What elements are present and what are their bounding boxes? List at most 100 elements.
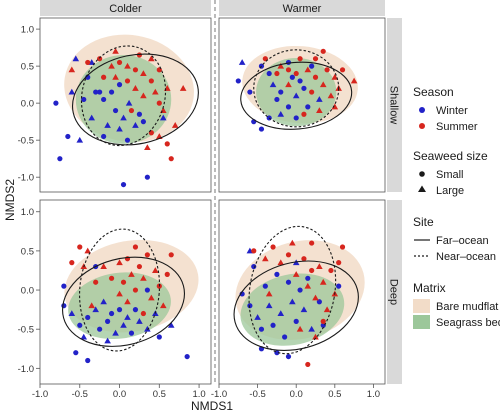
- axis-ticks: -1.0 -0.5 0.0 0.5 1.0 -1.0 -0.5 0.0 0.5 1.0 -1.0 -0…: [18, 25, 380, 400]
- point-summer-large: [132, 85, 139, 91]
- point-winter-small: [65, 133, 71, 140]
- point-summer-small: [320, 48, 326, 54]
- point-summer-small: [274, 70, 280, 77]
- matrix-hull-seagrass-bed: [240, 273, 345, 346]
- point-summer-small: [156, 100, 162, 106]
- point-winter-large: [265, 302, 273, 309]
- point-winter-large: [167, 321, 175, 328]
- point-summer-small: [132, 244, 139, 250]
- x-tick-label: -0.5: [249, 389, 265, 400]
- point-winter-large: [289, 298, 296, 305]
- point-summer-small: [132, 287, 139, 293]
- point-summer-large: [152, 88, 159, 95]
- site-ellipse-far-ocean: [62, 256, 186, 347]
- point-summer-small: [120, 279, 127, 285]
- point-winter-small: [235, 78, 241, 84]
- point-winter-large: [104, 122, 111, 128]
- facet-strip-shallow: [387, 18, 402, 192]
- y-tick-label: 0.5: [21, 246, 34, 257]
- site-ellipse-far-ocean: [71, 53, 199, 146]
- point-winter-large: [136, 318, 143, 324]
- point-summer-small: [293, 70, 299, 77]
- point-winter-large: [120, 321, 127, 328]
- point-winter-small: [247, 89, 253, 95]
- point-winter-small: [101, 96, 107, 103]
- point-winter-small: [144, 174, 150, 180]
- point-winter-large: [308, 325, 315, 332]
- point-summer-large: [128, 271, 135, 277]
- x-tick-label: 0.0: [290, 389, 303, 400]
- point-winter-small: [320, 322, 326, 328]
- point-summer-small: [339, 67, 346, 73]
- panel-content: [233, 225, 365, 368]
- legend: Season Winter Summer Seaweed size Small …: [413, 85, 500, 329]
- point-winter-small: [116, 82, 123, 88]
- point-winter-small: [266, 70, 272, 77]
- point-summer-small: [85, 59, 91, 66]
- panel-content: [61, 228, 199, 364]
- point-summer-large: [304, 282, 312, 289]
- point-summer-large: [88, 302, 95, 309]
- point-summer-large: [148, 55, 155, 62]
- point-summer-large: [327, 92, 335, 99]
- point-winter-large: [292, 92, 300, 99]
- point-winter-small: [297, 287, 303, 293]
- point-winter-large: [100, 298, 107, 305]
- point-winter-small: [285, 353, 292, 360]
- point-summer-small: [320, 318, 326, 324]
- facet-label-shallow: Shallow: [388, 86, 400, 125]
- x-tick-label: 0.0: [113, 389, 126, 400]
- point-winter-small: [61, 283, 67, 289]
- legend-title-seaweed-size: Seaweed size: [413, 149, 488, 163]
- point-winter-small: [274, 271, 280, 277]
- point-winter-small: [108, 89, 115, 95]
- panel-content: [53, 34, 199, 188]
- point-winter-small: [285, 279, 292, 285]
- y-tick-label: 0.0: [21, 286, 34, 297]
- point-winter-small: [132, 307, 139, 313]
- point-summer-large: [285, 81, 292, 88]
- site-ellipse-near-ocean: [79, 228, 161, 352]
- point-summer-small: [116, 59, 123, 66]
- point-summer-large: [296, 325, 304, 332]
- legend-label-winter: Winter: [436, 105, 468, 117]
- point-summer-large: [159, 302, 167, 309]
- legend-key-bare-mudflat: [413, 299, 430, 313]
- point-summer-large: [277, 259, 285, 266]
- point-summer-large: [140, 70, 147, 77]
- point-winter-small: [289, 74, 295, 80]
- point-winter-small: [124, 137, 131, 143]
- point-winter-small: [309, 63, 315, 69]
- point-summer-small: [148, 78, 154, 84]
- y-tick-label: 0.5: [21, 62, 34, 73]
- point-summer-small: [108, 275, 115, 281]
- point-summer-large: [292, 271, 300, 277]
- point-winter-large: [88, 114, 95, 121]
- facet-strip-colder: [40, 0, 211, 16]
- point-winter-small: [305, 104, 311, 110]
- point-winter-large: [92, 306, 99, 313]
- point-winter-large: [269, 81, 277, 88]
- point-summer-small: [132, 67, 139, 73]
- point-summer-large: [277, 62, 285, 69]
- point-summer-small: [69, 260, 75, 266]
- point-summer-large: [116, 290, 123, 297]
- facet-label-deep: Deep: [388, 279, 400, 305]
- point-summer-large: [331, 73, 339, 80]
- point-summer-small: [168, 252, 174, 258]
- legend-label-summer: Summer: [436, 121, 478, 133]
- point-summer-large: [265, 290, 273, 297]
- point-summer-large: [262, 255, 269, 262]
- point-winter-small: [85, 314, 91, 321]
- point-summer-large: [148, 294, 155, 301]
- point-winter-small: [247, 303, 253, 309]
- point-winter-small: [57, 156, 63, 162]
- point-summer-large: [112, 73, 119, 80]
- point-summer-small: [297, 56, 303, 62]
- point-summer-small: [144, 252, 150, 258]
- facet-label-warmer: Warmer: [283, 3, 322, 15]
- panel-colder-deep: [39, 199, 212, 385]
- point-summer-small: [312, 74, 319, 80]
- point-winter-large: [277, 310, 285, 317]
- point-winter-large: [144, 325, 151, 332]
